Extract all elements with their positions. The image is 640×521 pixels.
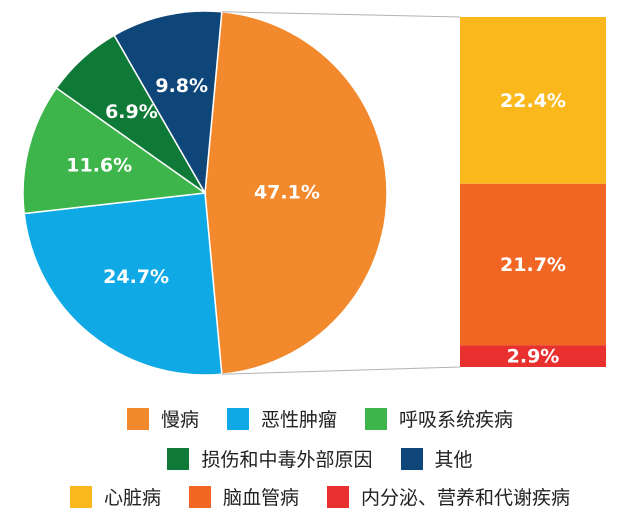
pie-slice-label: 9.8% bbox=[155, 75, 208, 97]
legend-item-heart: 心脏病 bbox=[69, 483, 161, 510]
legend-item-injury: 损伤和中毒外部原因 bbox=[167, 445, 373, 472]
pie-slice-label: 6.9% bbox=[105, 101, 158, 123]
legend-row-2: 损伤和中毒外部原因 其他 bbox=[0, 445, 640, 472]
legend-swatch bbox=[167, 447, 190, 470]
legend-label: 其他 bbox=[434, 449, 473, 471]
pie-slice bbox=[113, 10, 223, 196]
legend-swatch bbox=[69, 485, 92, 508]
bar-segment bbox=[460, 345, 606, 367]
legend-label: 损伤和中毒外部原因 bbox=[201, 449, 373, 471]
legend-row-1: 慢病 恶性肿瘤 呼吸系统疾病 bbox=[0, 405, 640, 432]
legend-label: 心脏病 bbox=[103, 487, 161, 509]
legend-item-other: 其他 bbox=[400, 445, 473, 472]
connector-line bbox=[221, 11, 461, 18]
pie-slice-label: 47.1% bbox=[254, 182, 320, 204]
bar-segment bbox=[460, 17, 606, 184]
legend-item-chronic: 慢病 bbox=[126, 405, 199, 432]
pie: 47.1% 24.7% 11.6% 6.9% 9.8% bbox=[22, 10, 388, 376]
legend-swatch bbox=[365, 407, 387, 430]
legend-swatch bbox=[188, 485, 211, 508]
legend-label: 慢病 bbox=[160, 409, 199, 431]
legend-swatch bbox=[400, 447, 423, 470]
pie-slice bbox=[204, 10, 388, 376]
connector-line bbox=[221, 366, 461, 375]
bar-segment-label: 21.7% bbox=[500, 254, 566, 276]
connector-lines bbox=[221, 11, 461, 375]
bar-segment-label: 22.4% bbox=[500, 90, 566, 112]
legend-row-3: 心脏病 脑血管病 内分泌、营养和代谢疾病 bbox=[0, 483, 640, 510]
legend-swatch bbox=[226, 407, 249, 430]
pie-slice-label: 24.7% bbox=[103, 266, 169, 288]
legend-label: 恶性肿瘤 bbox=[260, 409, 337, 431]
legend-label: 呼吸系统疾病 bbox=[399, 409, 514, 431]
bar-segment bbox=[460, 183, 606, 346]
legend-item-cancer: 恶性肿瘤 bbox=[226, 405, 337, 432]
pie-slice-label: 11.6% bbox=[66, 154, 132, 176]
legend-swatch bbox=[126, 407, 149, 430]
pie-slice bbox=[23, 192, 223, 376]
legend-label: 内分泌、营养和代谢疾病 bbox=[361, 487, 571, 509]
breakdown-bar: 22.4% 21.7% 2.9% bbox=[460, 17, 606, 368]
legend-item-respiratory: 呼吸系统疾病 bbox=[365, 405, 513, 432]
pie-slice bbox=[22, 86, 208, 215]
pie-of-bar-chart: 47.1% 24.7% 11.6% 6.9% 9.8% 22.4% 21.7% 2.9% bbox=[22, 10, 606, 376]
legend-swatch bbox=[327, 485, 349, 508]
legend-item-endocrine: 内分泌、营养和代谢疾病 bbox=[327, 483, 570, 510]
legend-label: 脑血管病 bbox=[222, 487, 299, 509]
legend-item-cerebrovascular: 脑血管病 bbox=[188, 483, 299, 510]
bar-segment-label: 2.9% bbox=[507, 346, 560, 368]
